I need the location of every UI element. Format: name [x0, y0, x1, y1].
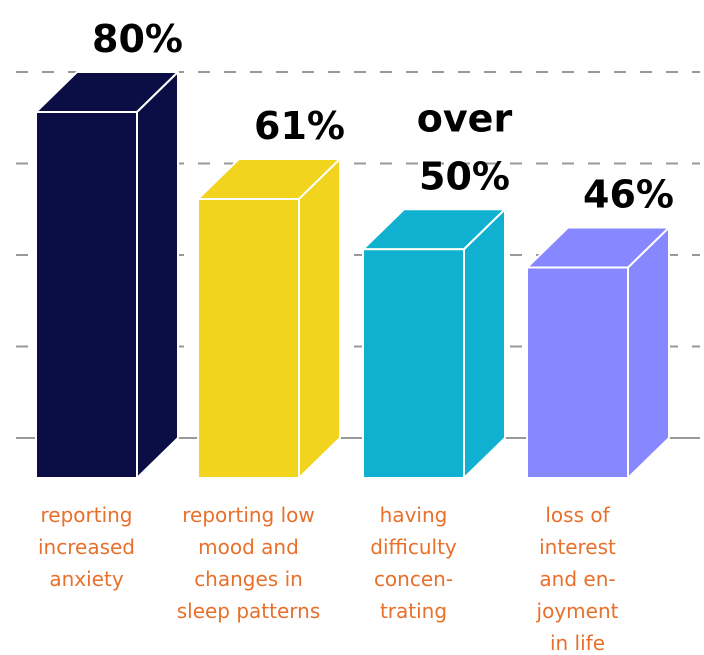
value-label: over [417, 96, 513, 140]
bar-side [627, 226, 670, 479]
bar [362, 208, 506, 479]
x-tick-label: joyment [536, 599, 619, 623]
bar-side [136, 71, 179, 479]
x-tick-label: sleep patterns [177, 599, 321, 623]
x-tick-label: concen- [374, 567, 453, 591]
x-tick-label: increased [38, 535, 135, 559]
value-label: 50% [419, 154, 510, 198]
x-tick-label: interest [539, 535, 616, 559]
value-label: 46% [583, 173, 674, 217]
bar-side [298, 157, 341, 479]
value-label: 61% [254, 104, 345, 148]
bar-front [526, 266, 629, 479]
bar [197, 157, 341, 480]
bar-front [362, 248, 465, 479]
x-tick-label: difficulty [370, 535, 457, 559]
bar-side [463, 208, 506, 479]
x-tick-label: reporting [40, 503, 132, 527]
bar [526, 226, 670, 479]
x-tick-label: in life [550, 631, 605, 655]
x-tick-label: reporting low [182, 503, 315, 527]
x-tick-label: changes in [194, 567, 303, 591]
x-tick-label: anxiety [49, 567, 123, 591]
x-tick-label: loss of [545, 503, 610, 527]
value-label: 80% [92, 17, 183, 61]
x-tick-label: and en- [539, 567, 615, 591]
x-tick-label: having [380, 503, 448, 527]
x-tick-label: trating [380, 599, 447, 623]
bar [35, 71, 179, 479]
bar-front [35, 111, 138, 479]
bar-front [197, 197, 300, 480]
x-tick-label: mood and [198, 535, 299, 559]
